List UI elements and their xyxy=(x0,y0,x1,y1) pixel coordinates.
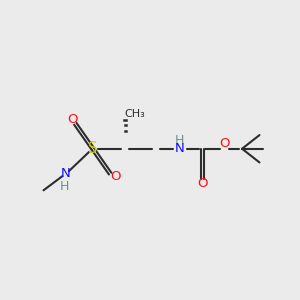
Text: O: O xyxy=(197,177,208,190)
Text: N: N xyxy=(175,142,185,155)
Text: O: O xyxy=(68,113,78,126)
Text: O: O xyxy=(219,137,230,150)
Text: S: S xyxy=(88,141,98,156)
Text: H: H xyxy=(175,134,184,146)
Text: O: O xyxy=(110,169,121,183)
Text: N: N xyxy=(61,167,70,180)
Text: CH₃: CH₃ xyxy=(124,109,145,119)
Text: H: H xyxy=(59,180,69,193)
